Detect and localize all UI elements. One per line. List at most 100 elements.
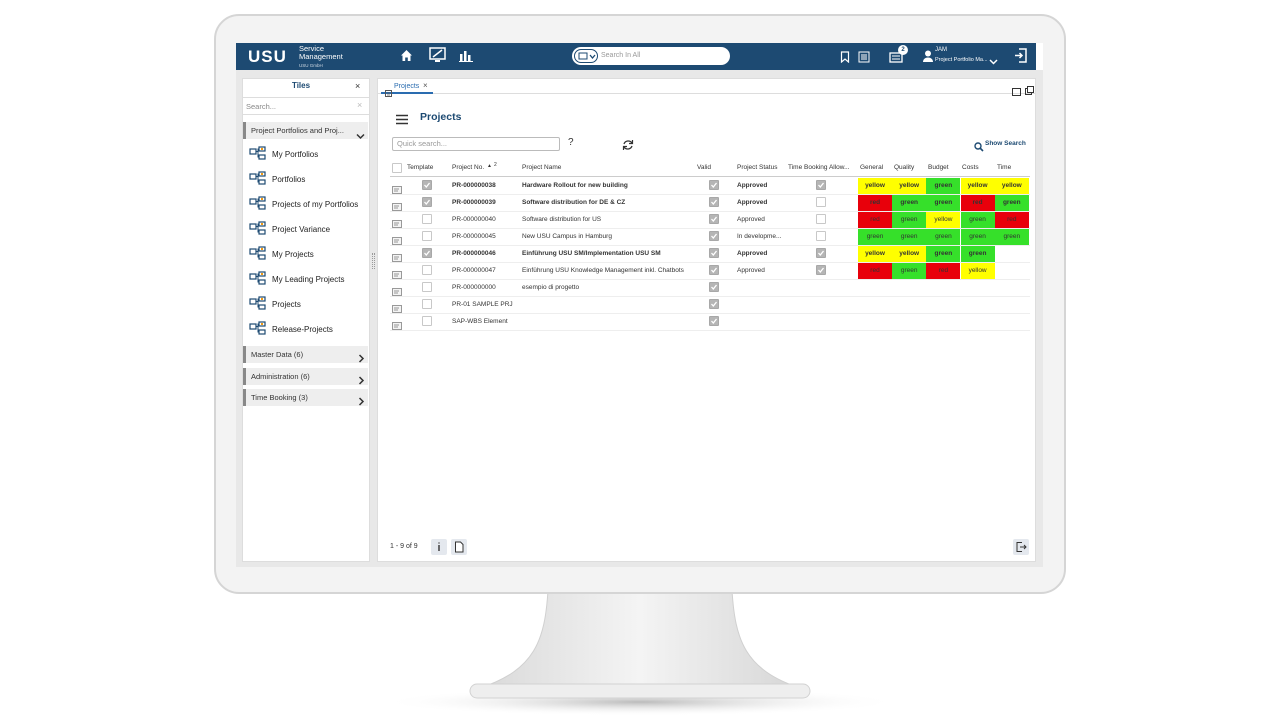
sidebar-search[interactable]: [243, 97, 369, 115]
tile-icon[interactable]: [249, 271, 267, 286]
section-label[interactable]: Administration (6): [251, 371, 310, 381]
tile-label[interactable]: My Leading Projects: [272, 275, 345, 284]
section-row[interactable]: [243, 389, 368, 406]
export-doc-button[interactable]: [451, 539, 467, 555]
status-cell: red: [858, 263, 892, 279]
product-name: Service Management: [299, 44, 343, 61]
sidebar-search-clear[interactable]: ×: [357, 100, 363, 110]
row-icon[interactable]: [392, 283, 402, 296]
project-name[interactable]: esempio di progetto: [522, 284, 580, 291]
checkbox[interactable]: [392, 163, 402, 173]
project-name[interactable]: Einführung USU SM/Implementation USU SM: [522, 250, 661, 257]
project-no[interactable]: PR-000000040: [452, 216, 496, 223]
logout-icon[interactable]: [1014, 48, 1027, 63]
project-no[interactable]: PR-000000038: [452, 182, 496, 189]
tile-icon[interactable]: [249, 146, 267, 161]
project-name[interactable]: Software distribution for US: [522, 216, 602, 223]
row-icon[interactable]: [392, 317, 402, 330]
tab-close[interactable]: ×: [423, 81, 428, 90]
row-icon[interactable]: [392, 232, 402, 245]
tile-label[interactable]: Project Variance: [272, 225, 331, 234]
tile-icon[interactable]: [249, 321, 267, 336]
quick-search[interactable]: [392, 137, 560, 151]
monitor-icon[interactable]: [429, 47, 446, 63]
section-label[interactable]: Time Booking (3): [251, 393, 308, 402]
column-header[interactable]: Time: [997, 164, 1012, 171]
status-cell: green: [926, 178, 961, 194]
user-icon[interactable]: [923, 49, 933, 62]
column-header[interactable]: General: [860, 164, 884, 171]
column-header[interactable]: Time Booking Allow...: [788, 164, 850, 171]
row-icon[interactable]: [392, 215, 402, 228]
section-row[interactable]: [243, 346, 368, 363]
tab-icon: [385, 84, 392, 97]
section-label[interactable]: Master Data (6): [251, 350, 304, 359]
project-name[interactable]: Hardware Rollout for new building: [522, 182, 628, 189]
show-search-icon[interactable]: [974, 139, 984, 152]
project-no[interactable]: PR-000000039: [452, 199, 496, 206]
status-cell: yellow: [892, 178, 927, 194]
tile-label[interactable]: Portfolios: [272, 175, 306, 184]
project-no[interactable]: PR-01 SAMPLE PRJ: [452, 301, 513, 308]
column-header[interactable]: Quality: [894, 164, 915, 171]
project-no[interactable]: SAP-WBS Element: [452, 318, 508, 325]
row-icon[interactable]: [392, 181, 402, 194]
group-header[interactable]: [243, 122, 368, 139]
search-box[interactable]: [572, 47, 730, 65]
row-icon[interactable]: [392, 266, 402, 279]
export-button[interactable]: [1013, 539, 1029, 555]
project-no[interactable]: PR-000000045: [452, 233, 496, 240]
row-icon[interactable]: [392, 249, 402, 262]
column-header[interactable]: Project Status: [737, 164, 778, 171]
info-button[interactable]: [431, 539, 447, 555]
column-header[interactable]: Costs: [962, 164, 979, 171]
section-row[interactable]: [243, 367, 368, 385]
tile-label[interactable]: Projects of my Portfolios: [272, 200, 359, 209]
tab-label[interactable]: Projects: [394, 83, 420, 90]
checkbox: [709, 214, 719, 224]
show-search[interactable]: Show Search: [985, 140, 1026, 147]
search-scope[interactable]: [574, 49, 598, 63]
notification-icon[interactable]: [889, 50, 903, 63]
splitter[interactable]: [372, 253, 375, 269]
refresh-icon[interactable]: [622, 138, 634, 150]
tile-icon[interactable]: [249, 171, 267, 186]
tab[interactable]: [381, 80, 433, 94]
tile-icon[interactable]: [249, 221, 267, 236]
help-button[interactable]: ?: [568, 137, 574, 148]
menu-icon[interactable]: [395, 112, 409, 125]
tile-label[interactable]: My Projects: [272, 250, 314, 259]
project-name[interactable]: Software distribution for DE & CZ: [522, 199, 626, 206]
tile-icon[interactable]: [249, 296, 267, 311]
tile-label[interactable]: My Portfolios: [272, 150, 319, 159]
tile-icon[interactable]: [249, 196, 267, 211]
status-cell: red: [994, 212, 1029, 228]
user-caret[interactable]: [989, 52, 998, 65]
project-name[interactable]: Einführung USU Knowledge Management inkl…: [522, 267, 684, 274]
checkbox: [816, 248, 826, 258]
column-header[interactable]: Valid: [697, 164, 711, 171]
user-name[interactable]: JAM: [935, 47, 947, 53]
project-no[interactable]: PR-000000047: [452, 267, 496, 274]
sidebar-close[interactable]: ×: [355, 81, 361, 91]
list-icon[interactable]: [858, 50, 870, 63]
chart-icon[interactable]: [459, 49, 473, 62]
row-icon[interactable]: [392, 300, 402, 313]
group-title[interactable]: Project Portfolios and Proj...: [251, 126, 344, 135]
home-icon[interactable]: [400, 49, 413, 62]
column-header[interactable]: Project Name: [522, 164, 562, 171]
column-header[interactable]: Budget: [928, 164, 949, 171]
project-no[interactable]: PR-000000000: [452, 284, 496, 291]
restore-icon[interactable]: [1025, 82, 1034, 95]
project-name[interactable]: New USU Campus in Hamburg: [522, 233, 612, 240]
maximize-icon[interactable]: [1012, 83, 1021, 96]
project-no[interactable]: PR-000000046: [452, 250, 496, 257]
row-icon[interactable]: [392, 198, 402, 211]
column-header[interactable]: Template: [407, 164, 434, 171]
user-role[interactable]: Project Portfolio Ma...: [935, 57, 988, 63]
column-header[interactable]: Project No.: [452, 164, 485, 171]
tile-label[interactable]: Release-Projects: [272, 325, 333, 334]
tile-label[interactable]: Projects: [272, 300, 301, 309]
bookmark-icon[interactable]: [840, 50, 850, 64]
tile-icon[interactable]: [249, 246, 267, 261]
